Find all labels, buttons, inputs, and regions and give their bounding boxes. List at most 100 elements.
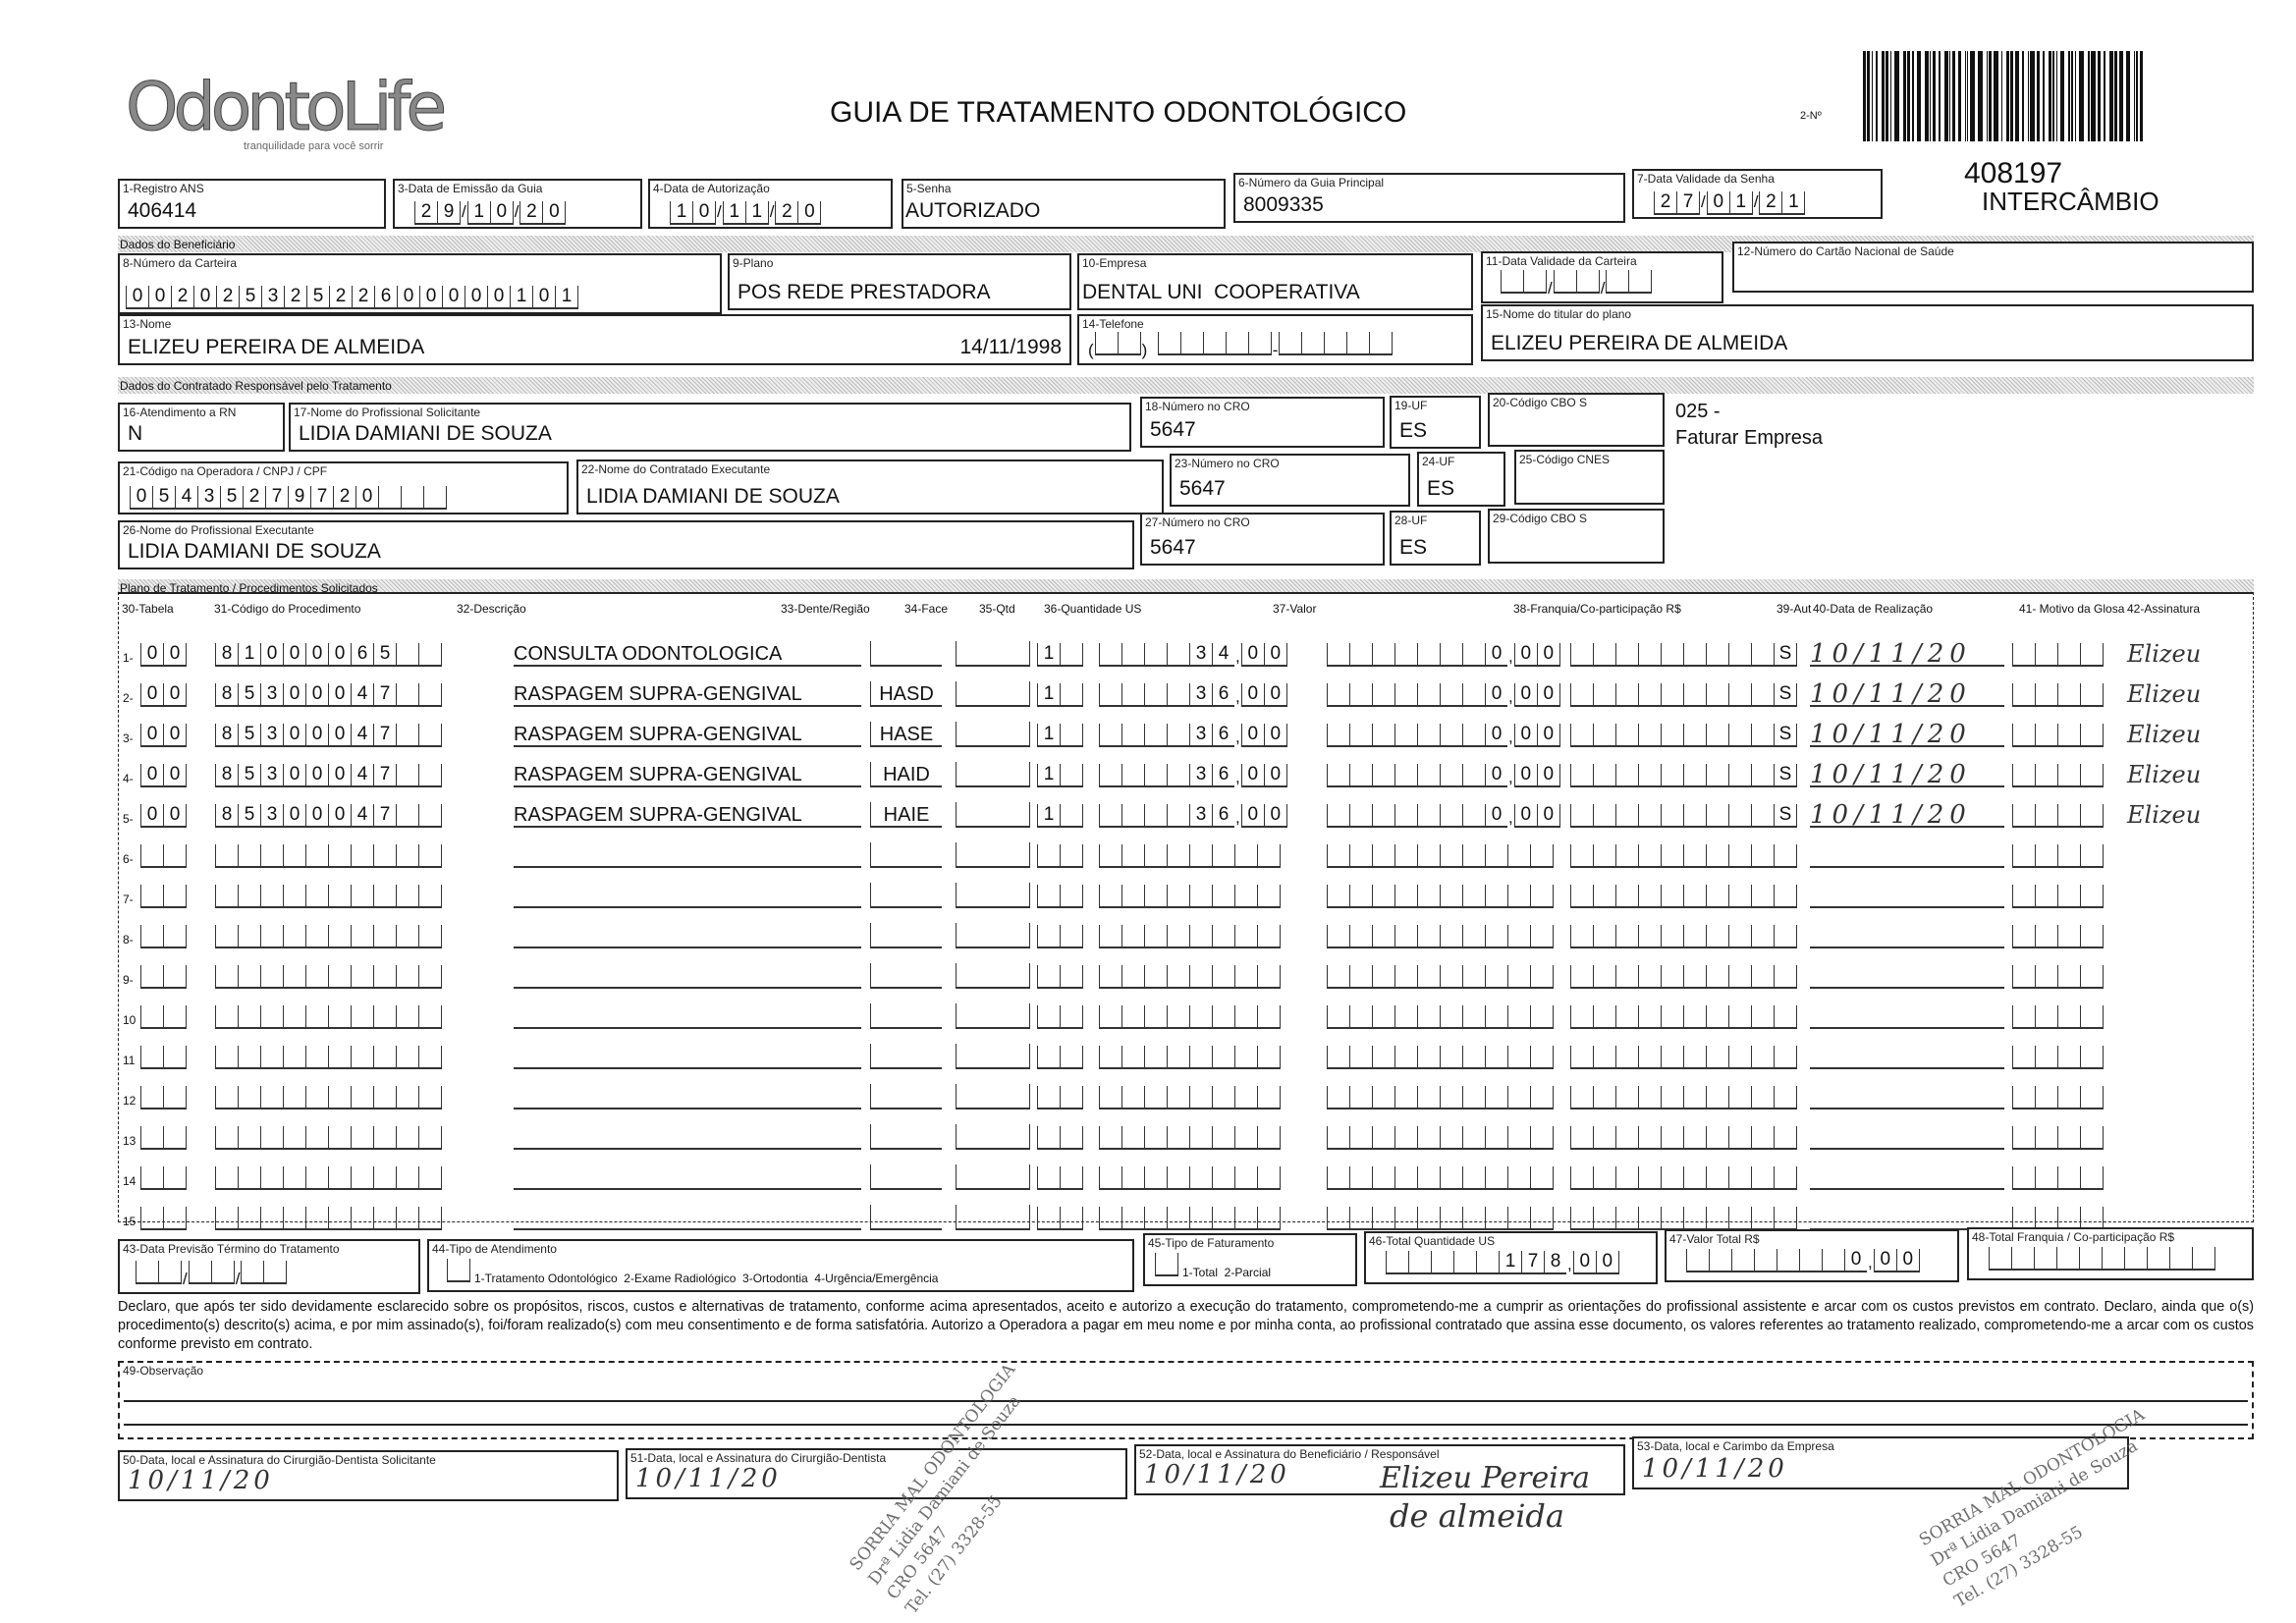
- aut-cell[interactable]: [1774, 1164, 1797, 1190]
- descricao-field[interactable]: [514, 883, 861, 908]
- glosa-cells[interactable]: [2012, 923, 2104, 948]
- face-field[interactable]: [956, 1164, 1030, 1190]
- cnes-field[interactable]: 25-Código CNES: [1514, 450, 1665, 505]
- franquia-cells[interactable]: [1570, 963, 1775, 989]
- qtd-cells[interactable]: [1037, 1003, 1083, 1029]
- glosa-cells[interactable]: [2012, 681, 2104, 707]
- titular-field[interactable]: 15-Nome do titular do plano ELIZEU PEREI…: [1481, 304, 2254, 361]
- qtd-us-cells[interactable]: [1099, 883, 1281, 908]
- cns-field[interactable]: 12-Número do Cartão Nacional de Saúde: [1732, 242, 2254, 293]
- codigo-cells[interactable]: [215, 883, 442, 908]
- aut-cell[interactable]: S: [1774, 681, 1797, 707]
- face-field[interactable]: [956, 963, 1030, 989]
- codigo-cells[interactable]: [215, 842, 442, 868]
- valor-total-field[interactable]: 47-Valor Total R$ 0, 0 0: [1665, 1229, 1959, 1282]
- dente-field[interactable]: [870, 1084, 942, 1109]
- descricao-field[interactable]: [514, 923, 861, 948]
- validade-carteira-field[interactable]: 11-Data Validade da Carteira / /: [1481, 251, 1723, 303]
- franquia-cells[interactable]: [1570, 641, 1775, 667]
- data-realizacao-field[interactable]: 10/11/20: [1810, 722, 2004, 747]
- qtd-us-cells[interactable]: [1099, 1084, 1281, 1109]
- descricao-field[interactable]: [514, 1044, 861, 1069]
- franquia-cells[interactable]: [1570, 883, 1775, 908]
- qtd-us-cells[interactable]: [1099, 1205, 1281, 1230]
- uf-24-field[interactable]: 24-UF ES: [1417, 452, 1505, 507]
- data-realizacao-field[interactable]: [1810, 842, 2004, 868]
- face-field[interactable]: [956, 802, 1030, 828]
- dente-field[interactable]: HAID: [870, 762, 942, 787]
- data-emissao-field[interactable]: 3-Data de Emissão da Guia 2 9/1 0/2 0: [393, 179, 642, 229]
- face-field[interactable]: [956, 1003, 1030, 1029]
- qtd-cells[interactable]: 1: [1037, 802, 1083, 828]
- qtd-cells[interactable]: [1037, 1205, 1083, 1230]
- franquia-cells[interactable]: [1570, 1124, 1775, 1150]
- qtd-us-cells[interactable]: [1099, 923, 1281, 948]
- descricao-field[interactable]: CONSULTA ODONTOLOGICA: [514, 641, 861, 667]
- face-field[interactable]: [956, 641, 1030, 667]
- qtd-us-cells[interactable]: [1099, 1164, 1281, 1190]
- aut-cell[interactable]: [1774, 1044, 1797, 1069]
- assinatura-field[interactable]: [2127, 1084, 2250, 1109]
- descricao-field[interactable]: [514, 963, 861, 989]
- qtd-cells[interactable]: [1037, 1124, 1083, 1150]
- glosa-cells[interactable]: [2012, 883, 2104, 908]
- glosa-cells[interactable]: [2012, 842, 2104, 868]
- assinatura-field[interactable]: [2127, 923, 2250, 948]
- franquia-cells[interactable]: [1570, 722, 1775, 747]
- qtd-cells[interactable]: [1037, 883, 1083, 908]
- data-realizacao-field[interactable]: [1810, 1124, 2004, 1150]
- contratado-executante-field[interactable]: 22-Nome do Contratado Executante LIDIA DA…: [576, 460, 1164, 514]
- tabela-cells[interactable]: [140, 1124, 187, 1150]
- tabela-cells[interactable]: [140, 923, 187, 948]
- dente-field[interactable]: HASE: [870, 722, 942, 747]
- assinatura-field[interactable]: Elizeu: [2127, 640, 2202, 668]
- data-realizacao-field[interactable]: 10/11/20: [1810, 641, 2004, 667]
- face-field[interactable]: [956, 681, 1030, 707]
- dente-field[interactable]: HAIE: [870, 802, 942, 828]
- face-field[interactable]: [956, 722, 1030, 747]
- cro-27-field[interactable]: 27-Número no CRO 5647: [1140, 513, 1385, 566]
- codigo-cells[interactable]: [215, 1205, 442, 1230]
- assinatura-field[interactable]: Elizeu: [2127, 761, 2202, 788]
- dente-field[interactable]: [870, 1124, 942, 1150]
- franquia-cells[interactable]: [1570, 802, 1775, 828]
- aut-cell[interactable]: S: [1774, 762, 1797, 787]
- total-us-field[interactable]: 46-Total Quantidade US 1 7 8, 0 0: [1364, 1231, 1658, 1284]
- qtd-us-cells[interactable]: [1099, 963, 1281, 989]
- data-realizacao-field[interactable]: [1810, 1044, 2004, 1069]
- data-realizacao-field[interactable]: 10/11/20: [1810, 762, 2004, 787]
- glosa-cells[interactable]: [2012, 1044, 2104, 1069]
- glosa-cells[interactable]: [2012, 963, 2104, 989]
- uf-28-field[interactable]: 28-UF ES: [1390, 511, 1481, 566]
- face-field[interactable]: [956, 1084, 1030, 1109]
- qtd-cells[interactable]: 1: [1037, 681, 1083, 707]
- qtd-cells[interactable]: [1037, 842, 1083, 868]
- aut-cell[interactable]: [1774, 1084, 1797, 1109]
- dente-field[interactable]: [870, 883, 942, 908]
- face-field[interactable]: [956, 923, 1030, 948]
- glosa-cells[interactable]: [2012, 762, 2104, 787]
- descricao-field[interactable]: [514, 1124, 861, 1150]
- tabela-cells[interactable]: [140, 1164, 187, 1190]
- assinatura-field[interactable]: [2127, 883, 2250, 908]
- total-franquia-field[interactable]: 48-Total Franquia / Co-participação R$: [1967, 1227, 2254, 1280]
- descricao-field[interactable]: [514, 1084, 861, 1109]
- dente-field[interactable]: [870, 1205, 942, 1230]
- registro-ans-field[interactable]: 1-Registro ANS 406414: [118, 179, 386, 229]
- aut-cell[interactable]: S: [1774, 722, 1797, 747]
- dente-field[interactable]: [870, 963, 942, 989]
- cro-18-field[interactable]: 18-Número no CRO 5647: [1140, 397, 1385, 448]
- dente-field[interactable]: [870, 1164, 942, 1190]
- assinatura-solicitante-field[interactable]: 50-Data, local e Assinatura do Cirurgião…: [118, 1450, 619, 1501]
